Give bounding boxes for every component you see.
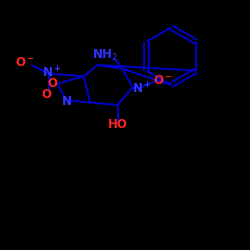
Text: $\mathregular{O^-}$: $\mathregular{O^-}$ xyxy=(15,56,35,69)
Text: $\mathregular{N^+}$: $\mathregular{N^+}$ xyxy=(132,81,152,96)
Text: $\mathregular{O^-}$: $\mathregular{O^-}$ xyxy=(153,74,173,87)
Text: NH$_2$: NH$_2$ xyxy=(92,48,118,62)
Text: HO: HO xyxy=(108,118,128,132)
Text: O: O xyxy=(41,88,51,101)
Text: N: N xyxy=(62,95,72,108)
Text: O: O xyxy=(47,77,57,90)
Text: $\mathregular{N^+}$: $\mathregular{N^+}$ xyxy=(42,65,62,81)
